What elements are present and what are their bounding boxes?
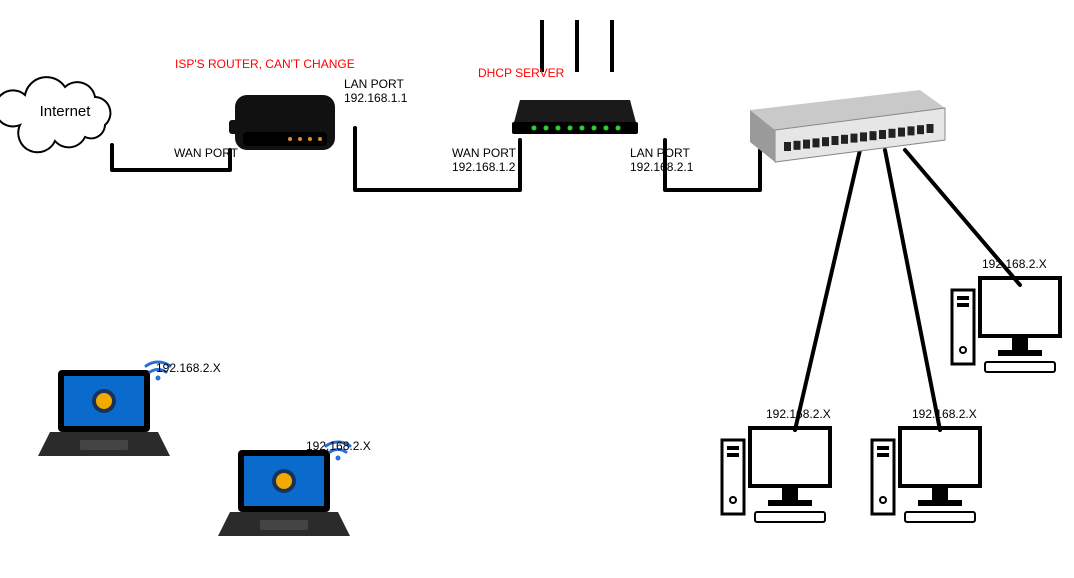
lap2-ip-label: 192.168.2.X xyxy=(306,440,371,454)
dhcp-wan-label: WAN PORT 192.168.1.2 xyxy=(452,147,516,175)
svg-text:Internet: Internet xyxy=(40,103,92,120)
dhcp-note-label: DHCP SERVER xyxy=(478,67,564,81)
isp-note-label: ISP'S ROUTER, CAN'T CHANGE xyxy=(175,58,355,72)
isp-lan-label: LAN PORT 192.168.1.1 xyxy=(344,78,407,106)
isp-wan-label: WAN PORT xyxy=(174,147,238,161)
pc2-ip-label: 192.168.2.X xyxy=(912,408,977,422)
pc1-ip-label: 192.168.2.X xyxy=(982,258,1047,272)
diagram-canvas: Internet ISP'S ROUTER, CAN'T CHANGE DHCP… xyxy=(0,0,1074,578)
pc3-ip-label: 192.168.2.X xyxy=(766,408,831,422)
dhcp-lan-label: LAN PORT 192.168.2.1 xyxy=(630,147,693,175)
lap1-ip-label: 192.168.2.X xyxy=(156,362,221,376)
devices-layer: Internet xyxy=(0,0,1074,578)
